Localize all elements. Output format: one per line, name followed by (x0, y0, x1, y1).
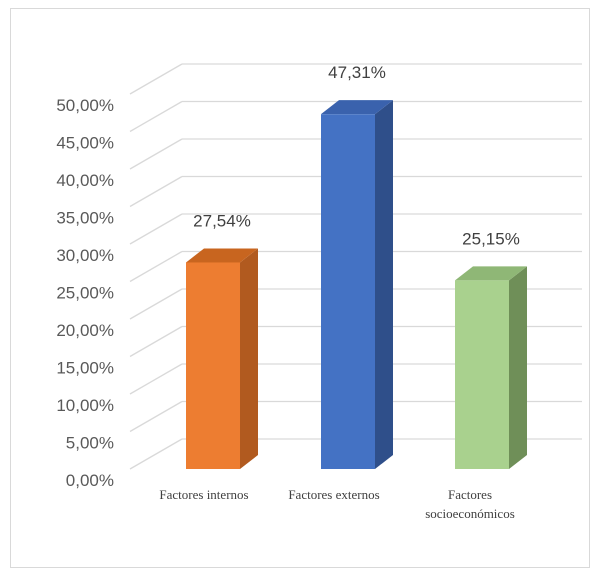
y-tick-label: 0,00% (66, 471, 114, 490)
gridline-diagonal (129, 175, 183, 208)
data-label: 27,54% (193, 211, 251, 230)
data-label: 47,31% (328, 63, 386, 82)
y-tick-label: 45,00% (56, 134, 114, 153)
gridline-diagonal (129, 250, 183, 283)
bar (186, 248, 258, 469)
category-labels: Factores internos Factores externos Factor… (159, 487, 514, 521)
category-label: socioeconómicos (425, 506, 515, 521)
bar-front (455, 280, 509, 469)
y-tick-label: 10,00% (56, 396, 114, 415)
y-tick-label: 20,00% (56, 321, 114, 340)
bar-top (455, 266, 527, 281)
data-labels: 27,54% 47,31% 25,15% (193, 63, 520, 248)
bar-top (186, 248, 258, 263)
y-tick-label: 25,00% (56, 284, 114, 303)
gridline-diagonal (129, 438, 183, 470)
y-tick-label: 30,00% (56, 246, 114, 265)
bar-side (240, 248, 258, 469)
bar-top (321, 100, 393, 115)
gridline-diagonal (129, 400, 183, 433)
gridline-diagonal (129, 138, 183, 170)
bar (321, 100, 393, 470)
gridline-diagonal (129, 213, 183, 245)
category-label: Factores internos (159, 487, 248, 502)
y-tick-label: 50,00% (56, 96, 114, 115)
y-tick-label: 35,00% (56, 209, 114, 228)
gridline-diagonal (129, 325, 183, 358)
gridline-diagonal (129, 363, 183, 395)
bar-front (321, 114, 375, 470)
gridline-diagonal (129, 288, 183, 320)
bar-side (375, 100, 393, 470)
category-label: Factores externos (288, 487, 379, 502)
bar-front (186, 262, 240, 469)
bars (186, 100, 527, 470)
category-label: Factores (448, 487, 492, 502)
bar (455, 266, 527, 469)
gridline-diagonal (129, 100, 183, 133)
y-tick-label: 15,00% (56, 359, 114, 378)
y-tick-label: 40,00% (56, 171, 114, 190)
y-axis-ticks: 0,00% 5,00% 10,00% 15,00% 20,00% 25,00% 30,00%… (56, 96, 114, 490)
gridline-diagonal (129, 63, 183, 95)
y-tick-label: 5,00% (66, 434, 114, 453)
data-label: 25,15% (462, 229, 520, 248)
bar-side (509, 266, 527, 469)
